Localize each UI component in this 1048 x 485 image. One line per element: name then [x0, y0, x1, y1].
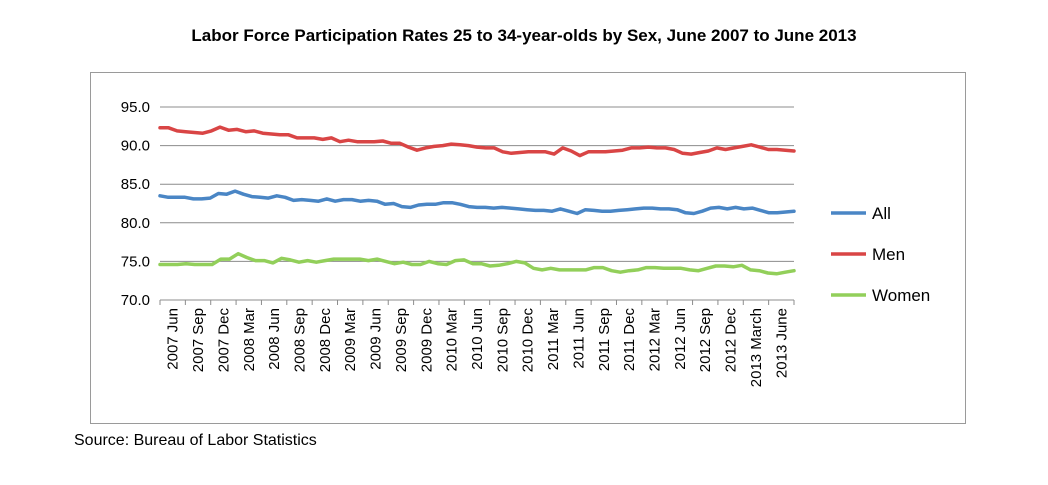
x-tick-label: 2010 Mar [444, 308, 461, 371]
x-tick-label: 2012 Dec [723, 308, 740, 373]
x-tick-label: 2008 Dec [317, 308, 334, 373]
x-tick-label: 2007 Dec [215, 308, 232, 373]
x-tick-label: 2007 Jun [165, 308, 182, 370]
series-line-all [158, 189, 796, 216]
chart-title: Labor Force Participation Rates 25 to 34… [191, 26, 857, 45]
x-tick-label: 2009 Sep [393, 308, 410, 372]
x-tick-label: 2010 Jun [469, 308, 486, 370]
x-tick-label: 2012 Mar [647, 308, 664, 371]
series-line-men [158, 125, 796, 158]
y-tick-label: 70.0 [121, 292, 150, 309]
legend-label-men: Men [872, 245, 905, 264]
y-tick-label: 85.0 [121, 176, 150, 193]
chart-frame [90, 72, 966, 424]
x-tick-label: 2008 Sep [291, 308, 308, 372]
y-tick-label: 90.0 [121, 138, 150, 155]
x-tick-label: 2009 Jun [368, 308, 385, 370]
source-note: Source: Bureau of Labor Statistics [74, 432, 317, 449]
x-tick-label: 2011 Jun [570, 308, 587, 369]
x-tick-label: 2013 March [748, 308, 765, 387]
x-tick-label: 2009 Mar [342, 308, 359, 371]
x-tick-label: 2010 Dec [520, 308, 537, 373]
x-tick-label: 2012 Sep [697, 308, 714, 372]
x-tick-label: 2007 Sep [190, 308, 207, 372]
legend-label-all: All [872, 204, 891, 223]
x-tick-label: 2011 Dec [621, 308, 638, 372]
y-tick-label: 75.0 [121, 253, 150, 270]
y-tick-label: 80.0 [121, 215, 150, 232]
x-tick-label: 2010 Sep [494, 308, 511, 372]
x-tick-label: 2013 June [773, 308, 790, 378]
y-tick-label: 95.0 [121, 99, 150, 116]
x-tick-label: 2012 Jun [672, 308, 689, 370]
x-tick-label: 2009 Dec [418, 308, 435, 373]
x-tick-label: 2008 Mar [241, 308, 258, 371]
x-tick-label: 2008 Jun [266, 308, 283, 370]
x-tick-label: 2011 Sep [596, 308, 613, 371]
series-line-women [158, 251, 796, 276]
x-tick-label: 2011 Mar [545, 308, 562, 370]
legend-label-women: Women [872, 286, 930, 305]
